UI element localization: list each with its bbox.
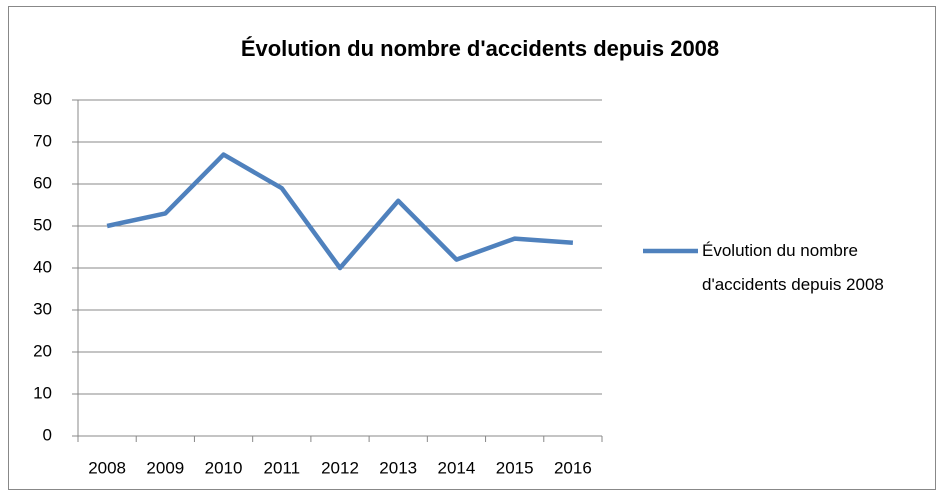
x-tick-label: 2015: [496, 458, 534, 477]
x-tick-label: 2014: [438, 458, 476, 477]
y-tick-label: 50: [33, 215, 52, 234]
x-tick-label: 2016: [554, 458, 592, 477]
x-tick-label: 2013: [379, 458, 417, 477]
y-tick-label: 40: [33, 257, 52, 276]
x-tick-label: 2009: [146, 458, 184, 477]
y-tick-label: 80: [33, 89, 52, 108]
x-tick-label: 2012: [321, 458, 359, 477]
y-tick-label: 10: [33, 383, 52, 402]
legend-label: Évolution du nombre d'accidents depuis 2…: [702, 241, 884, 294]
x-tick-label: 2008: [88, 458, 126, 477]
y-tick-label: 30: [33, 299, 52, 318]
chart-title: Évolution du nombre d'accidents depuis 2…: [241, 36, 719, 61]
y-tick-label: 0: [43, 425, 52, 444]
x-tick-label: 2010: [205, 458, 243, 477]
y-tick-label: 20: [33, 341, 52, 360]
x-tick-label: 2011: [263, 458, 300, 477]
chart-frame: [8, 6, 936, 490]
data-line: [106, 152, 574, 271]
y-tick-label: 70: [33, 131, 52, 150]
y-tick-label: 60: [33, 173, 52, 192]
